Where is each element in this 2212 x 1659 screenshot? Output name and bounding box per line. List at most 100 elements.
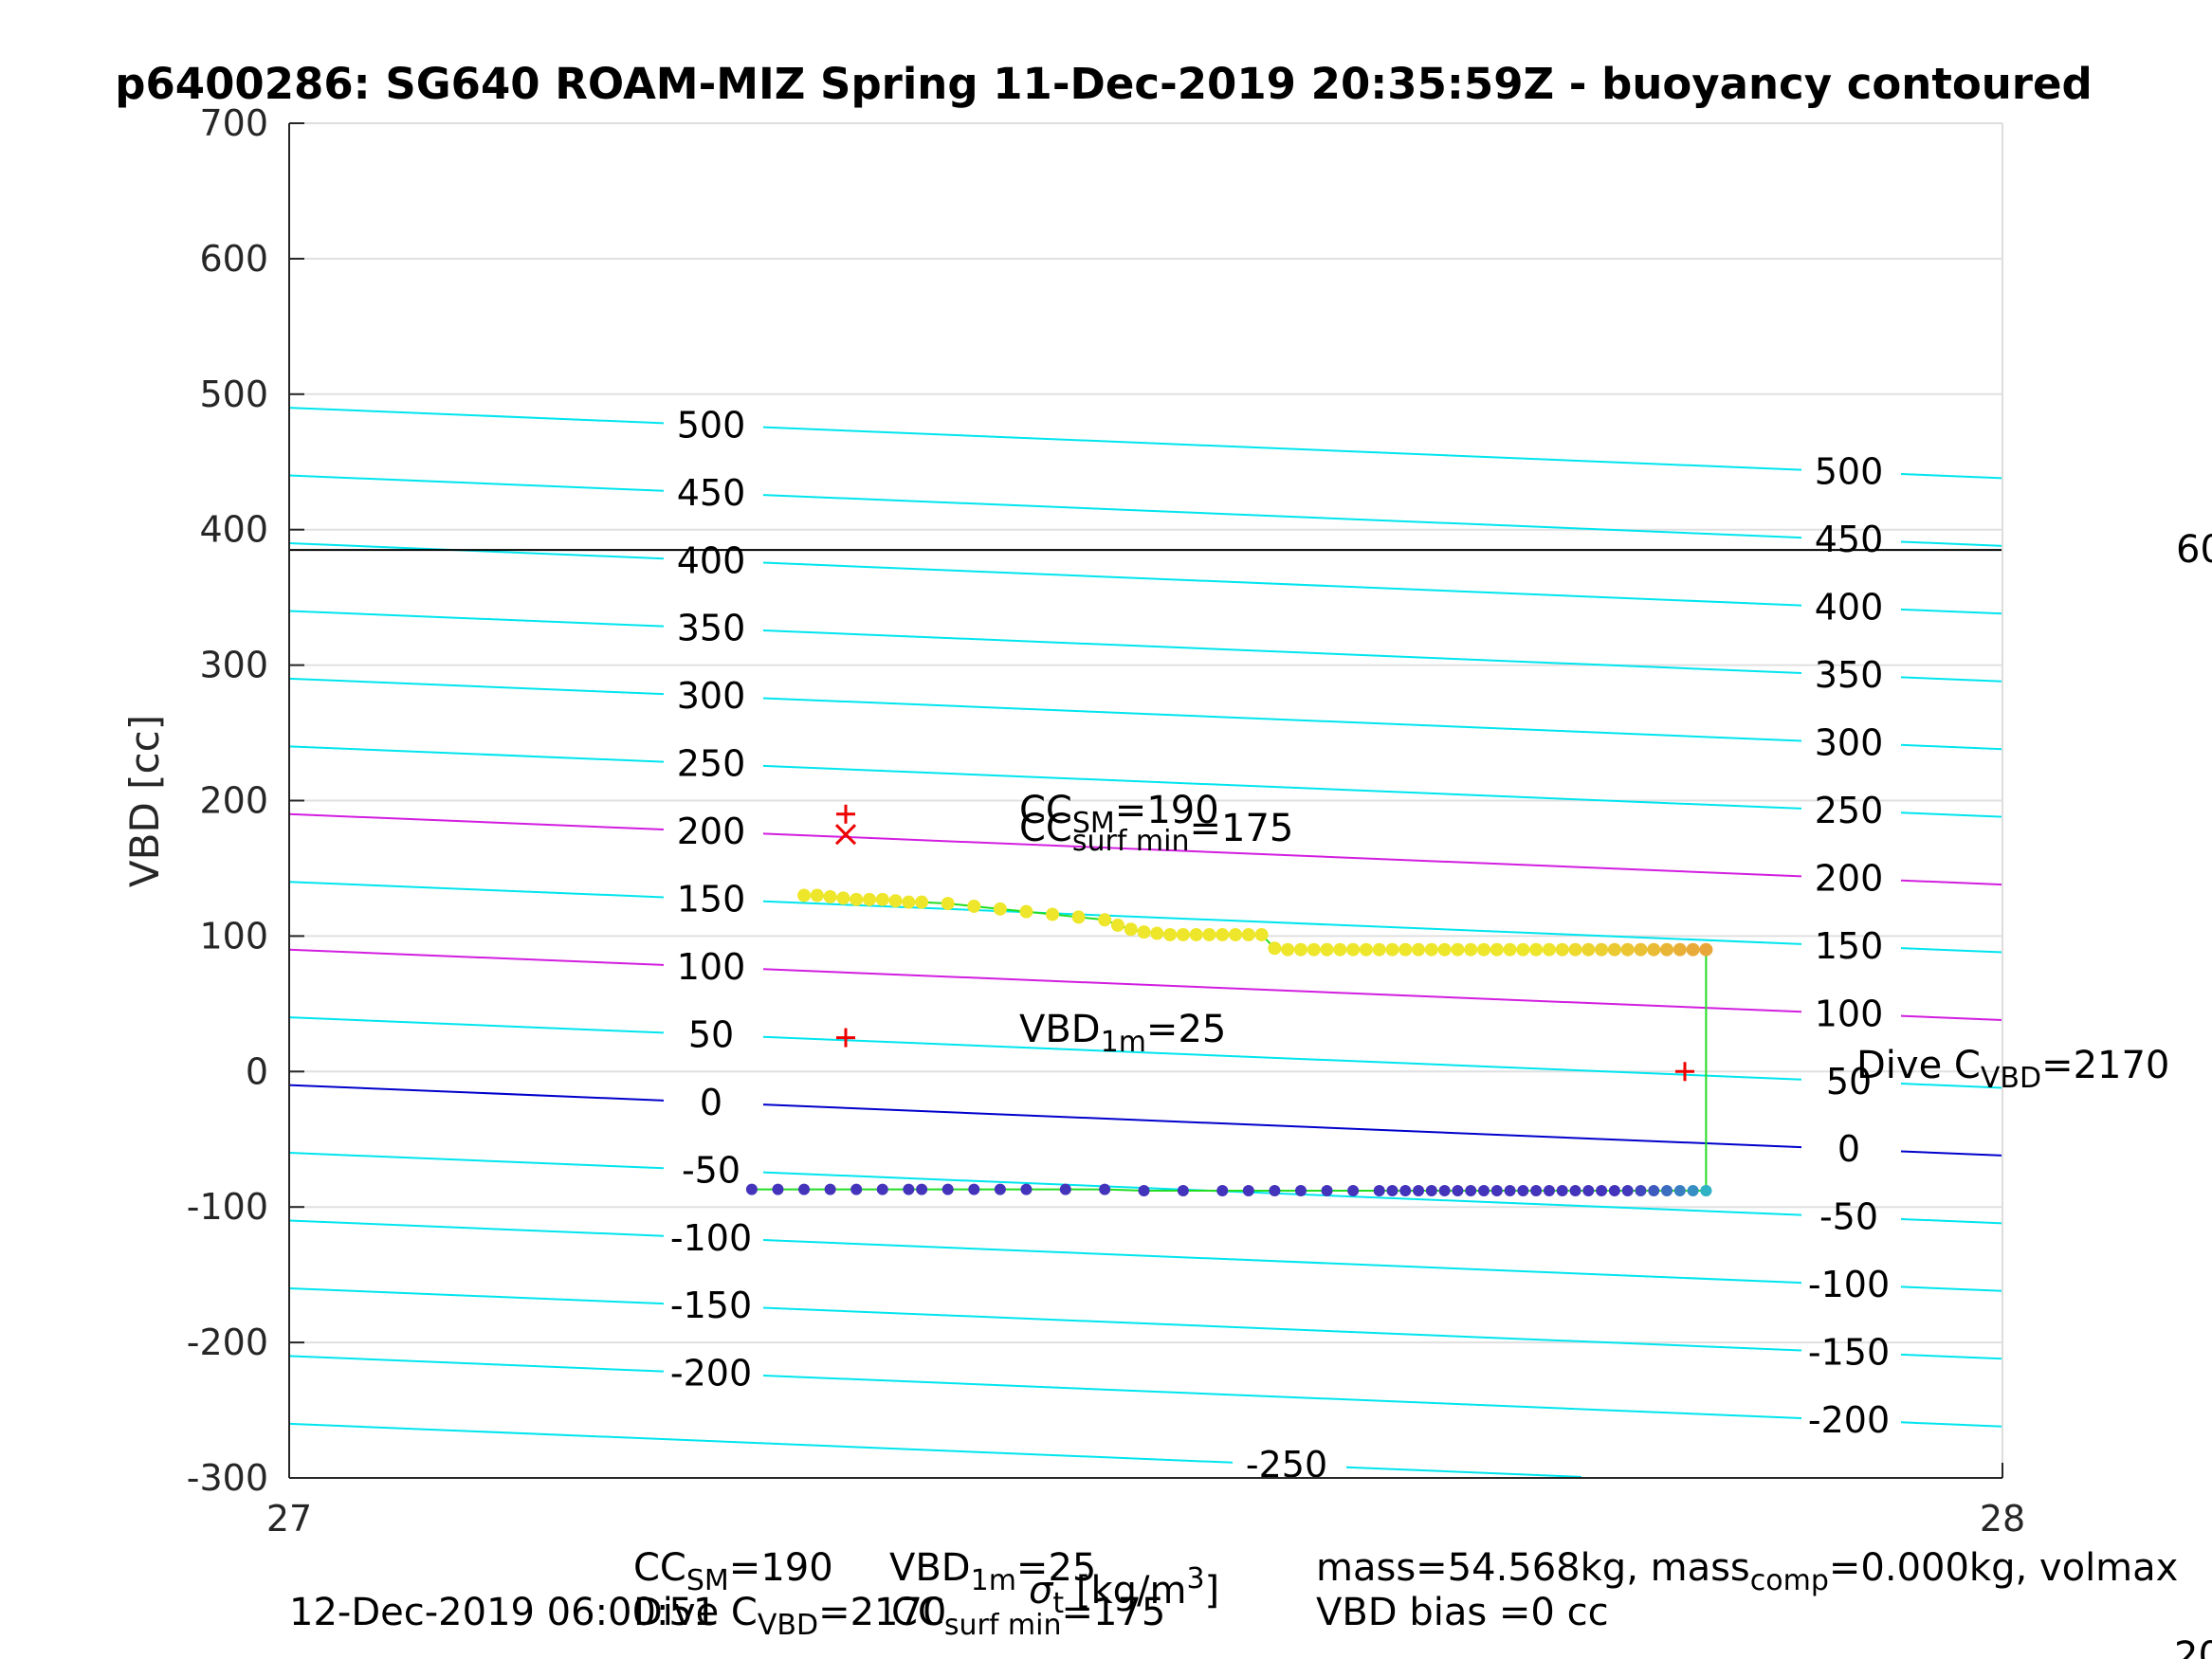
markers: [834, 804, 1694, 1082]
climb-point: [1372, 942, 1386, 957]
chart-title: p6400286: SG640 ROAM-MIZ Spring 11-Dec-2…: [115, 59, 2092, 109]
climb-point: [1437, 942, 1452, 957]
climb-point: [1346, 942, 1361, 957]
climb-point: [1516, 942, 1530, 957]
dive-point: [1413, 1185, 1425, 1197]
climb-point: [1307, 942, 1321, 957]
y-tick-label: -300: [187, 1457, 268, 1499]
contour-label: 350: [677, 608, 746, 649]
contour-label: 200: [1815, 857, 1884, 899]
climb-point: [1176, 927, 1190, 941]
climb-point: [1595, 942, 1609, 957]
dive-point: [1059, 1183, 1071, 1195]
y-tick-label: 700: [199, 102, 268, 144]
climb-point: [1568, 942, 1582, 957]
dive-point: [1177, 1185, 1189, 1197]
annotation-cc-sm: CCSM=190: [1019, 789, 1219, 840]
climb-point: [1359, 942, 1373, 957]
dive-point: [1504, 1185, 1516, 1197]
climb-point: [1268, 941, 1282, 956]
dive-point: [1608, 1185, 1620, 1197]
contour-line: [1900, 1083, 2003, 1089]
contour-line: [288, 1016, 665, 1034]
contour-label: 150: [677, 879, 746, 921]
contour-line: [288, 610, 665, 628]
contour-line: [762, 1103, 1802, 1149]
dive-point: [1242, 1185, 1254, 1197]
reference-line-label: 60: [2176, 528, 2212, 572]
climb-point: [1163, 927, 1178, 941]
contour-line: [288, 407, 665, 425]
y-tick-label: 500: [199, 374, 268, 415]
contour-label: 100: [1815, 993, 1884, 1034]
contour-label: -150: [670, 1285, 752, 1326]
climb-point: [1189, 927, 1203, 941]
contour-line: [288, 1084, 665, 1102]
dive-point: [876, 1183, 888, 1195]
x-tick-label: 27: [266, 1498, 312, 1540]
climb-point: [1124, 922, 1138, 937]
climb-point: [915, 895, 929, 909]
contour-line: [762, 968, 1802, 1013]
contour-line: [762, 697, 1802, 742]
marker-x: [834, 824, 857, 846]
dive-point: [916, 1183, 928, 1195]
climb-point: [1686, 942, 1700, 957]
dive-point: [1138, 1185, 1150, 1197]
annotation-cc-surf-min: CCsurf min=175: [1019, 807, 1293, 858]
climb-point: [875, 892, 889, 906]
contour-line: [288, 745, 665, 763]
dive-point: [1648, 1185, 1660, 1197]
contour-line: [762, 1171, 1802, 1216]
data-points: [745, 888, 1713, 1197]
x-tick-label: 28: [1980, 1498, 2025, 1540]
contour-label: 250: [1815, 790, 1884, 831]
buoyancy-contours: 5005004504504004003503503003002502502002…: [288, 404, 2003, 1486]
dive-point: [1465, 1185, 1477, 1197]
climb-point: [1137, 925, 1151, 939]
annotation-dive-cvbd: Dive CVBD=2170: [1856, 1044, 2169, 1095]
contour-line: [1900, 1353, 2003, 1360]
dive-point: [772, 1183, 784, 1195]
climb-point: [836, 891, 850, 905]
footer-cc-surf-min: CCsurf min=175: [891, 1591, 1165, 1642]
climb-point: [1333, 942, 1347, 957]
x-axis-label: σt [kg/m3]: [1029, 1562, 1219, 1620]
climb-point: [888, 894, 903, 908]
climb-point: [1451, 942, 1465, 957]
climb-point: [1385, 942, 1399, 957]
dive-point: [1635, 1185, 1647, 1197]
contour-label: -100: [1808, 1264, 1890, 1305]
dive-point: [1438, 1185, 1451, 1197]
dive-point: [1700, 1185, 1712, 1197]
dive-point: [798, 1183, 811, 1195]
contour-line: [288, 677, 665, 696]
contour-line: [762, 1035, 1802, 1081]
contour-line: [762, 561, 1802, 607]
contour-line: [762, 494, 1802, 539]
dive-point: [824, 1183, 836, 1195]
contour-line: [1900, 608, 2003, 615]
dive-point: [1321, 1185, 1333, 1197]
contour-label: 50: [1826, 1061, 1872, 1103]
climb-point: [1281, 942, 1295, 957]
contour-label: 50: [688, 1013, 734, 1055]
annotation-vbd-1m: VBD1m=25: [1019, 1008, 1226, 1059]
dive-point: [1556, 1185, 1568, 1197]
dive-point: [1490, 1185, 1503, 1197]
contour-line: [1900, 947, 2003, 954]
contour-label: 450: [677, 472, 746, 514]
contour-line: [288, 881, 665, 899]
contour-line: [1900, 1421, 2003, 1428]
climb-point: [1542, 942, 1556, 957]
dive-point: [1687, 1185, 1699, 1197]
contour-line: [762, 1239, 1802, 1285]
contour-line: [288, 1286, 665, 1305]
footer-dive-cvbd: Dive CVBD=2170: [633, 1591, 946, 1642]
climb-point: [1490, 942, 1504, 957]
dive-point: [1216, 1185, 1229, 1197]
contour-line: [762, 1306, 1802, 1352]
climb-point: [1699, 942, 1713, 957]
contour-label: 350: [1815, 654, 1884, 696]
